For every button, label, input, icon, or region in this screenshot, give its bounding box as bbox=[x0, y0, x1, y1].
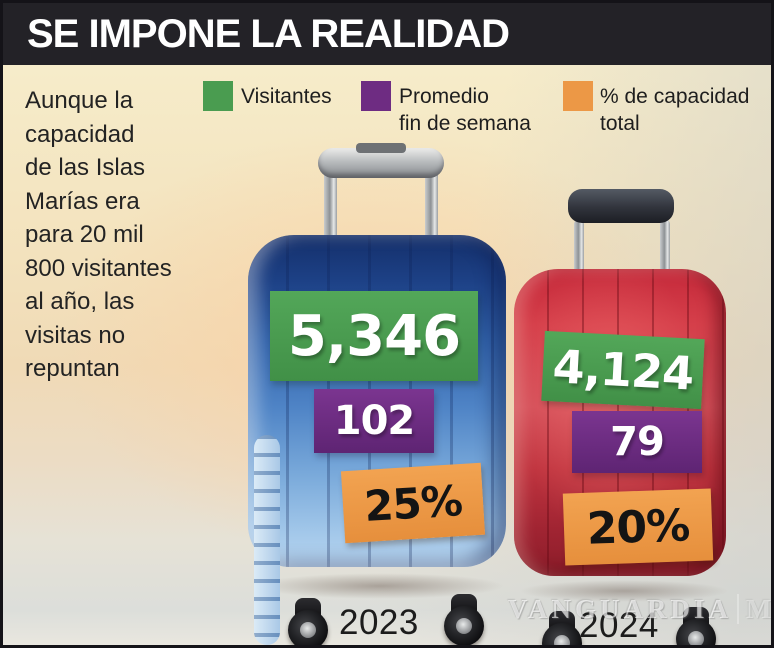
weekend-avg-2023-tag: 102 bbox=[314, 389, 434, 453]
legend-label-capacidad: % de capacidad total bbox=[600, 85, 750, 135]
visitors-2023-tag: 5,346 bbox=[270, 291, 478, 381]
suitcase-2023-handle-tube bbox=[324, 170, 337, 245]
intro-text: Aunque la capacidad de las Islas Marías … bbox=[25, 87, 172, 382]
legend-swatch-capacidad bbox=[563, 81, 593, 111]
capacity-2024-tag: 20% bbox=[562, 488, 714, 566]
capacity-2023-tag: 25% bbox=[340, 462, 486, 544]
legend-swatch-promedio bbox=[361, 81, 391, 111]
page-title: SE IMPONE LA REALIDAD bbox=[27, 11, 510, 56]
watermark-main: VANGUARDIA bbox=[508, 594, 733, 624]
visitors-2024-tag: 4,124 bbox=[541, 330, 705, 410]
year-label-2023: 2023 bbox=[339, 603, 419, 642]
weekend-avg-2024-tag: 79 bbox=[572, 411, 702, 473]
watermark-suffix: MX bbox=[737, 594, 771, 624]
suitcase-2024-handle-grip bbox=[568, 189, 674, 223]
suitcase-2023-side-bumper bbox=[254, 435, 280, 645]
suitcase-2024-handle-tube bbox=[660, 219, 670, 277]
suitcase-2024-shadow bbox=[519, 580, 729, 602]
suitcase-2024-handle-tube bbox=[574, 219, 584, 277]
year-label-2024: 2024 bbox=[579, 606, 659, 645]
title-bar: SE IMPONE LA REALIDAD bbox=[3, 3, 771, 65]
suitcase-2023-handle-grip bbox=[318, 143, 444, 178]
watermark: VANGUARDIAMX bbox=[508, 594, 771, 625]
legend-label-promedio: Promedio fin de semana bbox=[399, 85, 531, 135]
infographic-canvas: Aunque la capacidad de las Islas Marías … bbox=[3, 65, 771, 645]
legend-swatch-visitantes bbox=[203, 81, 233, 111]
legend-label-visitantes: Visitantes bbox=[241, 85, 332, 108]
suitcase-2023-handle-tube bbox=[425, 170, 438, 245]
